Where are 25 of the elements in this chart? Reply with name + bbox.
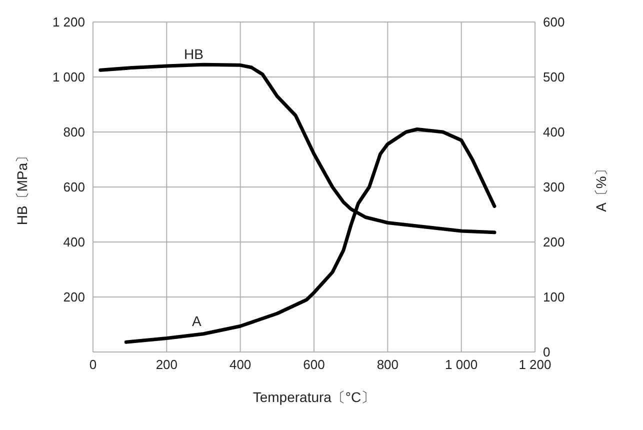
y-tick-label: 200	[63, 290, 85, 305]
y2-tick-label: 300	[543, 180, 565, 195]
y2-tick-label: 100	[543, 290, 565, 305]
annotation: A	[192, 313, 202, 329]
y2-tick-label: 500	[543, 70, 565, 85]
y-tick-label: 1 200	[52, 14, 85, 30]
x-tick-label: 600	[303, 357, 325, 372]
x-axis-title: Temperatura〔°C〕	[252, 389, 376, 405]
x-tick-label: 0	[89, 357, 97, 372]
x-tick-label: 1 200	[518, 357, 552, 372]
annotation: HB	[184, 46, 204, 62]
x-tick-label: 1 000	[445, 357, 478, 372]
y2-tick-label: 0	[543, 344, 550, 360]
x-tick-label: 400	[229, 357, 252, 372]
x-tick-label: 800	[376, 357, 399, 372]
x-tick-label: 200	[156, 357, 178, 372]
y-tick-label: 1 000	[52, 70, 85, 85]
y2-tick-label: 200	[543, 234, 565, 250]
y-tick-label: 400	[63, 234, 85, 250]
y-axis-title: HB〔MPa〕	[14, 148, 30, 226]
y-tick-label: 600	[63, 180, 85, 195]
y2-axis-title: A〔%〕	[592, 162, 609, 212]
y-tick-label: 800	[63, 124, 85, 140]
y2-tick-label: 600	[543, 14, 565, 30]
y2-tick-label: 400	[543, 124, 565, 140]
